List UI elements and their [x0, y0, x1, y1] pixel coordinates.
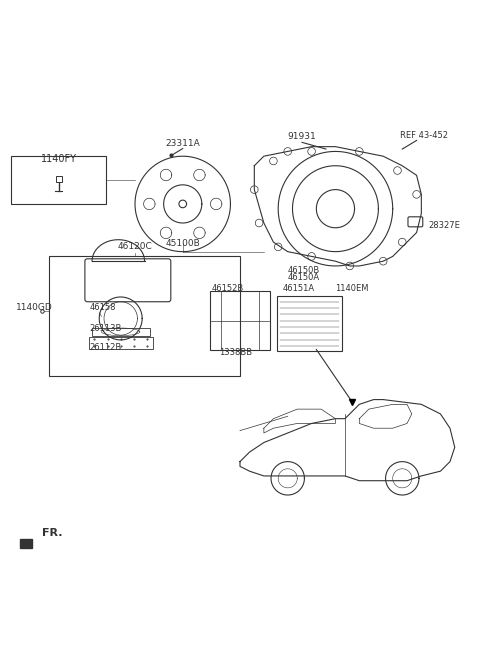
Text: REF 43-452: REF 43-452 — [400, 131, 448, 140]
Text: 46151A: 46151A — [283, 284, 315, 293]
Text: 46150B: 46150B — [288, 266, 320, 275]
FancyBboxPatch shape — [21, 539, 33, 548]
Text: 46120C: 46120C — [118, 242, 152, 251]
Text: 46150A: 46150A — [288, 274, 320, 282]
Text: 91931: 91931 — [288, 133, 316, 142]
Text: 26113B: 26113B — [90, 324, 122, 333]
Text: FR.: FR. — [42, 527, 62, 537]
Text: 1140EM: 1140EM — [336, 284, 369, 293]
Text: 45100B: 45100B — [165, 239, 200, 248]
Text: 23311A: 23311A — [165, 138, 200, 148]
Text: 26112B: 26112B — [90, 343, 122, 352]
FancyBboxPatch shape — [408, 216, 423, 227]
Text: 28327E: 28327E — [429, 221, 460, 230]
Text: 1338BB: 1338BB — [219, 348, 252, 358]
Text: 1140FY: 1140FY — [41, 154, 77, 165]
Text: 46152B: 46152B — [211, 284, 244, 293]
Text: 46158: 46158 — [90, 303, 116, 312]
Text: 1140GD: 1140GD — [16, 303, 52, 312]
